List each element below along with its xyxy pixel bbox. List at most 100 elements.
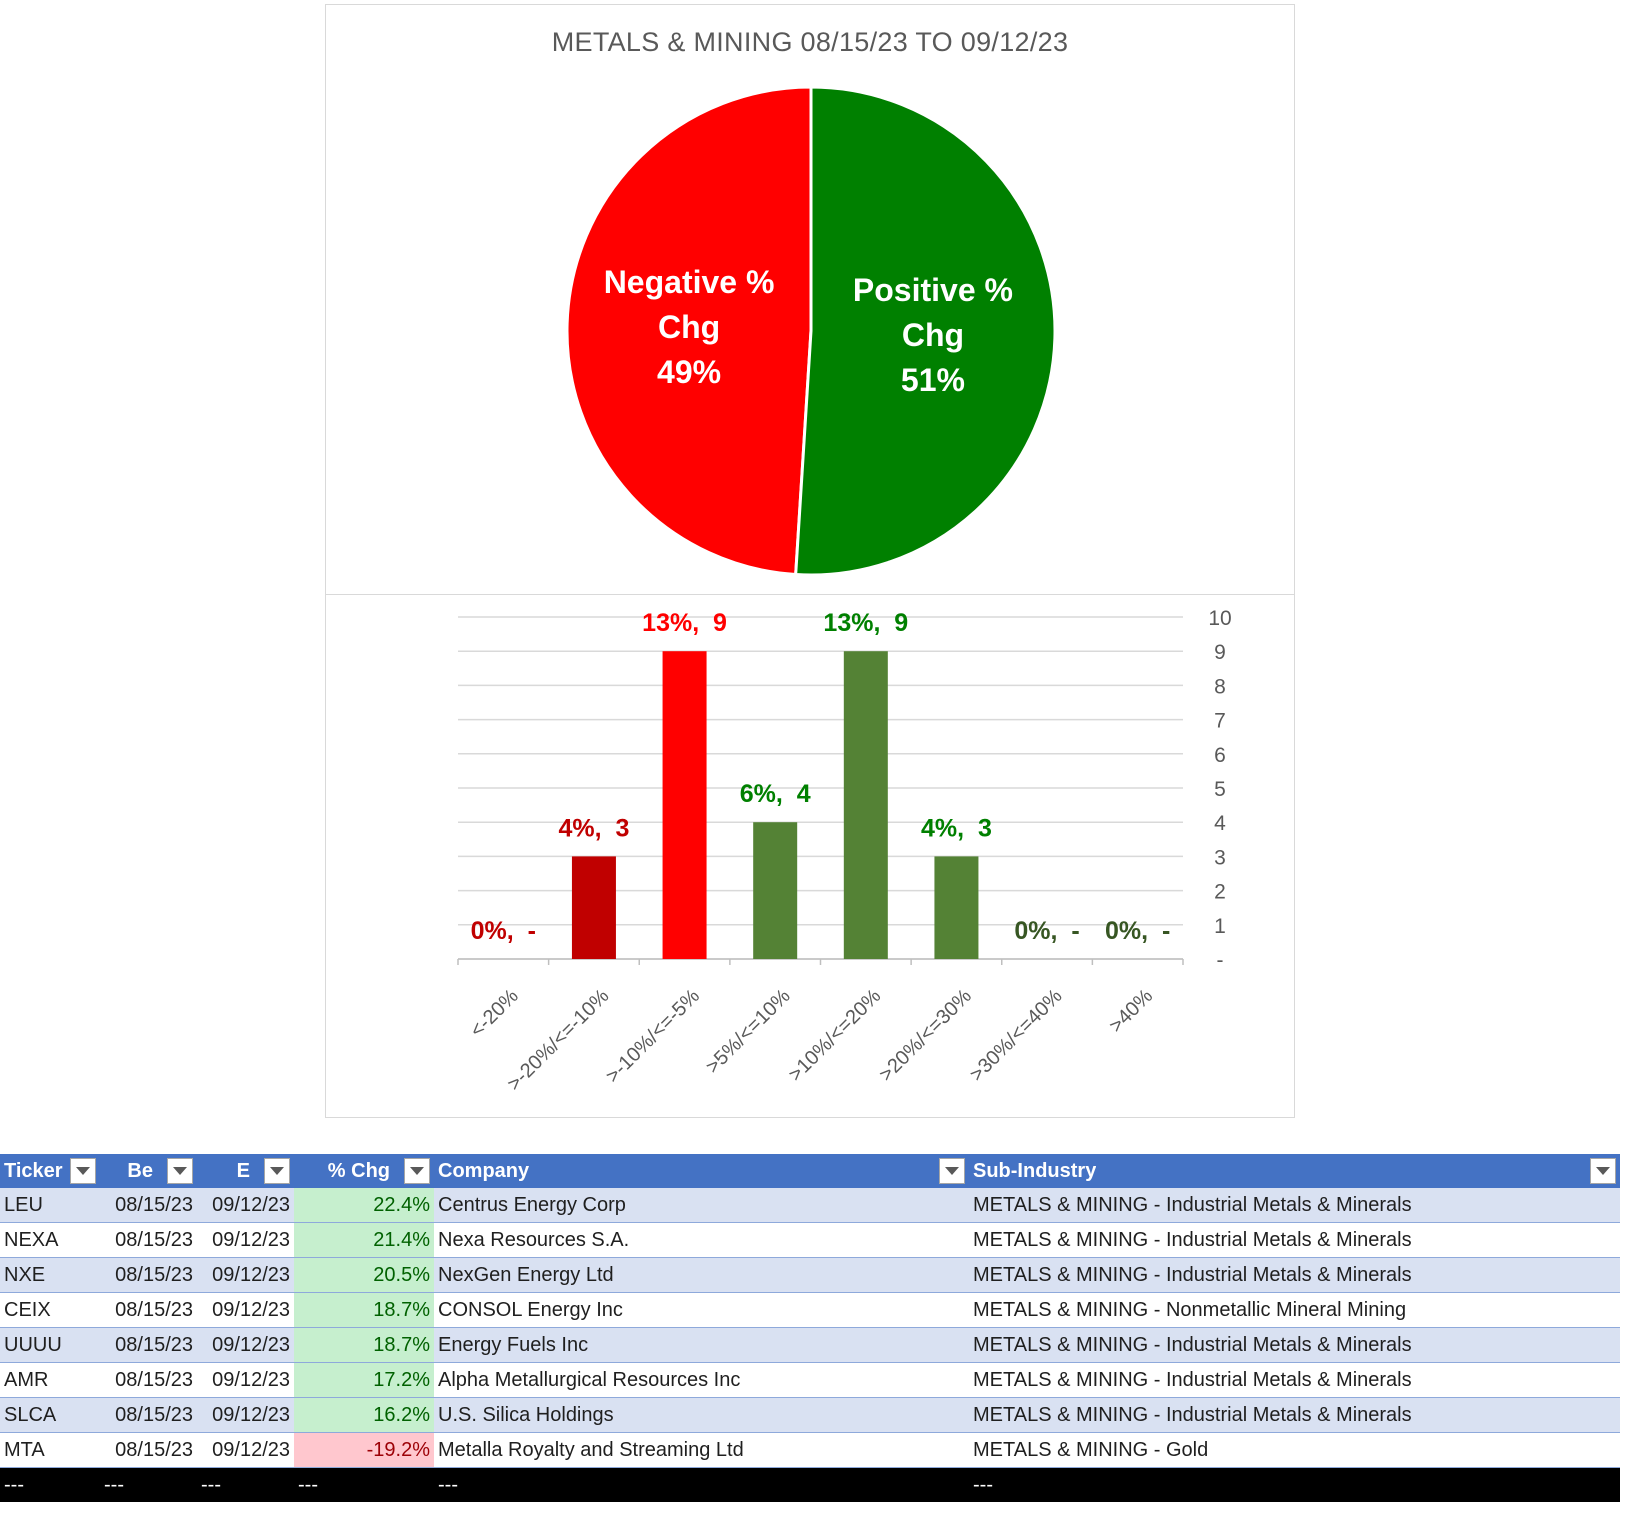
column-header-label: Be: [127, 1159, 153, 1182]
table-total-row: --- --- --- --- --- ---: [0, 1467, 1620, 1502]
pie-chart-panel: METALS & MINING 08/15/23 TO 09/12/23 Neg…: [325, 4, 1295, 595]
table-cell[interactable]: 18.7%: [294, 1327, 434, 1363]
table-cell[interactable]: UUUU: [0, 1327, 100, 1363]
table-cell[interactable]: METALS & MINING - Nonmetallic Mineral Mi…: [969, 1292, 1620, 1328]
table-cell[interactable]: 09/12/23: [197, 1222, 294, 1258]
filter-dropdown-icon[interactable]: [70, 1158, 96, 1184]
table-cell[interactable]: 17.2%: [294, 1362, 434, 1398]
table-cell[interactable]: NexGen Energy Ltd: [434, 1257, 969, 1293]
table-cell[interactable]: 08/15/23: [100, 1292, 197, 1328]
bar-data-label: 0%, -: [1014, 917, 1079, 945]
table-row[interactable]: NXE 08/15/23 09/12/23 20.5% NexGen Energy Lt…: [0, 1257, 1620, 1293]
table-cell[interactable]: 09/12/23: [197, 1327, 294, 1363]
column-header[interactable]: % Chg: [294, 1154, 434, 1188]
column-header[interactable]: Ticker: [0, 1154, 100, 1188]
x-category-label: >5%/<=10%: [702, 985, 795, 1078]
y-tick-label: 7: [1214, 710, 1226, 733]
table-cell[interactable]: 09/12/23: [197, 1362, 294, 1398]
table-cell[interactable]: 08/15/23: [100, 1188, 197, 1223]
column-header[interactable]: E: [197, 1154, 294, 1188]
table-cell[interactable]: 08/15/23: [100, 1327, 197, 1363]
table-row[interactable]: MTA 08/15/23 09/12/23 -19.2% Metalla Royalty…: [0, 1432, 1620, 1468]
y-tick-label: 2: [1214, 881, 1226, 904]
table-cell[interactable]: METALS & MINING - Industrial Metals & Mi…: [969, 1188, 1620, 1223]
bar: [662, 651, 707, 959]
table-cell[interactable]: -19.2%: [294, 1432, 434, 1468]
table-cell[interactable]: 08/15/23: [100, 1222, 197, 1258]
table-cell[interactable]: Nexa Resources S.A.: [434, 1222, 969, 1258]
table-cell: ---: [294, 1467, 434, 1502]
filter-dropdown-icon[interactable]: [264, 1158, 290, 1184]
stock-table: Ticker Be E% Chg Company Sub-Industry LEU 08/…: [0, 1154, 1620, 1502]
table-cell[interactable]: MTA: [0, 1432, 100, 1468]
y-tick-label: 1: [1214, 915, 1226, 938]
table-cell[interactable]: METALS & MINING - Industrial Metals & Mi…: [969, 1257, 1620, 1293]
table-cell[interactable]: NEXA: [0, 1222, 100, 1258]
table-cell[interactable]: 08/15/23: [100, 1362, 197, 1398]
column-header[interactable]: Sub-Industry: [969, 1154, 1620, 1188]
table-cell[interactable]: SLCA: [0, 1397, 100, 1433]
table-cell[interactable]: CONSOL Energy Inc: [434, 1292, 969, 1328]
table-cell[interactable]: LEU: [0, 1188, 100, 1223]
table-cell[interactable]: AMR: [0, 1362, 100, 1398]
filter-dropdown-icon[interactable]: [404, 1158, 430, 1184]
bar: [753, 822, 798, 959]
y-tick-label: 5: [1214, 778, 1226, 801]
table-cell[interactable]: 16.2%: [294, 1397, 434, 1433]
bar-data-label: 4%, 3: [559, 814, 630, 842]
table-row[interactable]: SLCA 08/15/23 09/12/23 16.2% U.S. Silica Hol…: [0, 1397, 1620, 1433]
table-row[interactable]: NEXA 08/15/23 09/12/23 21.4% Nexa Resources …: [0, 1222, 1620, 1258]
table-cell[interactable]: 09/12/23: [197, 1432, 294, 1468]
table-row[interactable]: AMR 08/15/23 09/12/23 17.2% Alpha Metallurgi…: [0, 1362, 1620, 1398]
table-cell[interactable]: Energy Fuels Inc: [434, 1327, 969, 1363]
table-cell: ---: [0, 1467, 100, 1502]
table-cell[interactable]: Metalla Royalty and Streaming Ltd: [434, 1432, 969, 1468]
table-cell[interactable]: 18.7%: [294, 1292, 434, 1328]
bar: [934, 856, 979, 959]
table-cell[interactable]: 08/15/23: [100, 1257, 197, 1293]
bar: [843, 651, 888, 959]
table-cell[interactable]: Centrus Energy Corp: [434, 1188, 969, 1223]
table-cell: ---: [434, 1467, 969, 1502]
table-cell[interactable]: 09/12/23: [197, 1397, 294, 1433]
bar-data-label: 6%, 4: [740, 780, 811, 808]
table-row[interactable]: LEU 08/15/23 09/12/23 22.4% Centrus Energy C…: [0, 1188, 1620, 1223]
bar-data-label: 0%, -: [1105, 917, 1170, 945]
column-header[interactable]: Company: [434, 1154, 969, 1188]
table-cell[interactable]: 09/12/23: [197, 1188, 294, 1223]
table-cell[interactable]: METALS & MINING - Gold: [969, 1432, 1620, 1468]
x-category-label: >20%/<=30%: [875, 985, 976, 1086]
filter-dropdown-icon[interactable]: [167, 1158, 193, 1184]
bar: [571, 856, 616, 959]
table-cell[interactable]: Alpha Metallurgical Resources Inc: [434, 1362, 969, 1398]
filter-dropdown-icon[interactable]: [1590, 1158, 1616, 1184]
table-cell[interactable]: 08/15/23: [100, 1397, 197, 1433]
table-cell[interactable]: CEIX: [0, 1292, 100, 1328]
table-cell[interactable]: METALS & MINING - Industrial Metals & Mi…: [969, 1362, 1620, 1398]
column-header-label: Sub-Industry: [973, 1159, 1097, 1182]
y-tick-label: 9: [1214, 641, 1226, 664]
column-header-label: Ticker: [4, 1159, 63, 1182]
column-header[interactable]: Be: [100, 1154, 197, 1188]
x-category-label: >40%: [1105, 985, 1157, 1037]
table-cell[interactable]: 08/15/23: [100, 1432, 197, 1468]
filter-dropdown-icon[interactable]: [939, 1158, 965, 1184]
table-cell[interactable]: 09/12/23: [197, 1292, 294, 1328]
x-category-label: >30%/<=40%: [966, 985, 1067, 1086]
table-cell[interactable]: NXE: [0, 1257, 100, 1293]
table-cell[interactable]: 22.4%: [294, 1188, 434, 1223]
table-cell[interactable]: 09/12/23: [197, 1257, 294, 1293]
table-cell: ---: [197, 1467, 294, 1502]
table-cell[interactable]: 20.5%: [294, 1257, 434, 1293]
pie-slice-negative: [565, 85, 813, 577]
table-cell[interactable]: METALS & MINING - Industrial Metals & Mi…: [969, 1397, 1620, 1433]
table-cell[interactable]: METALS & MINING - Industrial Metals & Mi…: [969, 1222, 1620, 1258]
bar-data-label: 13%, 9: [823, 609, 908, 637]
table-row[interactable]: UUUU 08/15/23 09/12/23 18.7% Energy Fuels In…: [0, 1327, 1620, 1363]
table-row[interactable]: CEIX 08/15/23 09/12/23 18.7% CONSOL Energy I…: [0, 1292, 1620, 1328]
table-cell[interactable]: U.S. Silica Holdings: [434, 1397, 969, 1433]
column-header-label: Company: [438, 1159, 530, 1182]
table-cell[interactable]: METALS & MINING - Industrial Metals & Mi…: [969, 1327, 1620, 1363]
column-header-label: % Chg: [327, 1159, 390, 1182]
table-cell[interactable]: 21.4%: [294, 1222, 434, 1258]
